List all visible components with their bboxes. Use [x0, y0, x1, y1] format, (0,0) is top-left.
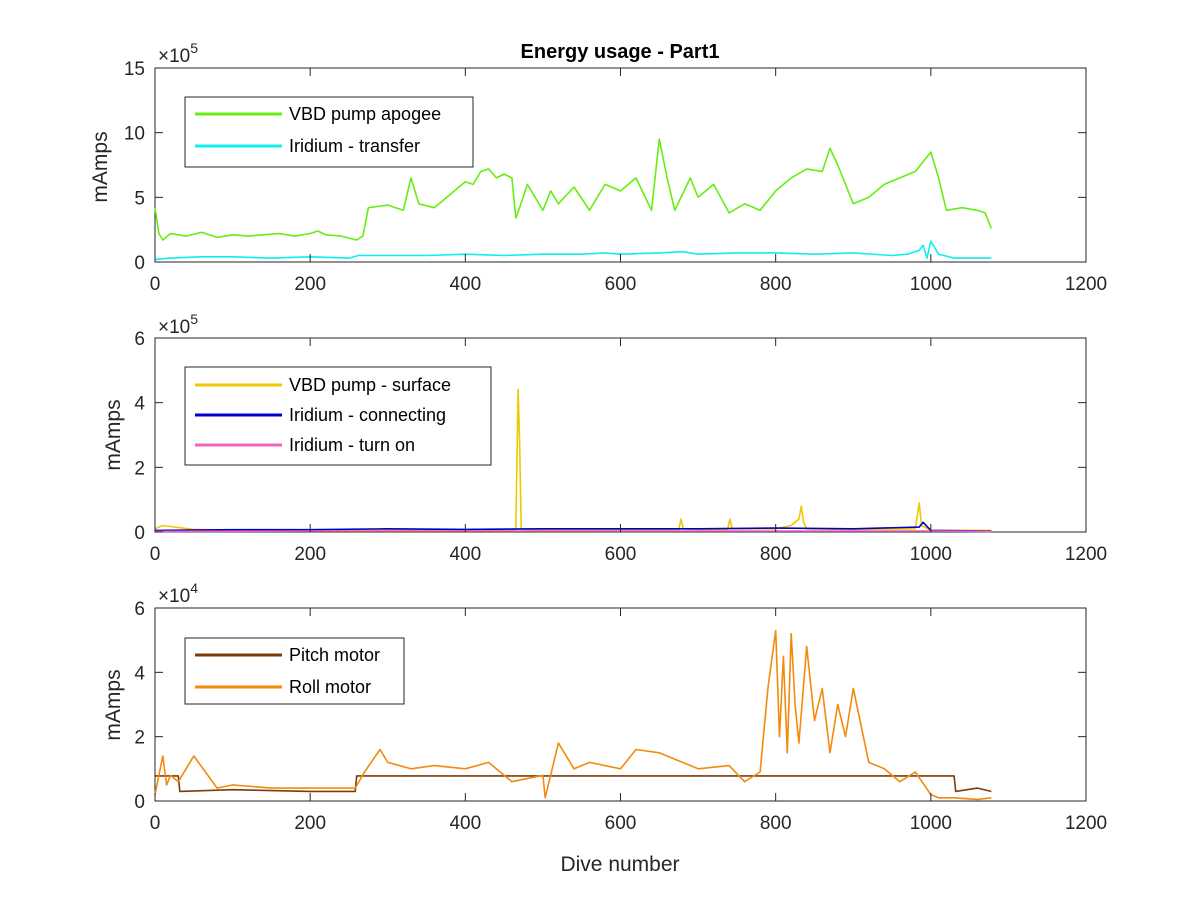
- subplot-2-ylabel: mAmps: [102, 399, 125, 470]
- subplot-1-exponent: ×105: [158, 40, 198, 67]
- x-tick-label: 800: [760, 274, 792, 295]
- subplot-3-exponent: ×104: [158, 580, 198, 607]
- x-tick-label: 0: [150, 544, 161, 565]
- y-tick-label: 5: [134, 188, 145, 209]
- legend-label-roll-motor: Roll motor: [289, 677, 371, 697]
- subplot-1-ylabel: mAmps: [89, 131, 112, 202]
- x-tick-label: 0: [150, 813, 161, 834]
- subplot-3-legend: Pitch motor Roll motor: [184, 637, 405, 705]
- x-tick-label: 0: [150, 274, 161, 295]
- y-tick-label: 0: [134, 523, 145, 544]
- y-tick-label: 15: [124, 59, 145, 80]
- y-tick-label: 4: [134, 663, 145, 684]
- legend-label-iridium-connecting: Iridium - connecting: [289, 405, 446, 425]
- y-tick-label: 2: [134, 728, 145, 749]
- x-tick-label: 400: [449, 274, 481, 295]
- x-tick-label: 1200: [1065, 813, 1107, 834]
- subplot-3: 0 200 400 600 800 1000 1200 0 2 4 6: [134, 599, 1107, 834]
- x-axis-label: Dive number: [560, 853, 679, 876]
- series-line-iridium-connecting: [154, 521, 992, 532]
- subplot-3-ylabel: mAmps: [102, 669, 125, 740]
- series-line-iridium-transfer: [154, 240, 992, 261]
- x-tick-label: 400: [449, 813, 481, 834]
- x-tick-label: 200: [294, 813, 326, 834]
- x-tick-label: 800: [760, 544, 792, 565]
- legend-label-iridium-transfer: Iridium - transfer: [289, 136, 420, 156]
- y-tick-label: 10: [124, 124, 145, 145]
- x-tick-label: 600: [605, 813, 637, 834]
- x-tick-label: 1200: [1065, 544, 1107, 565]
- x-tick-label: 200: [294, 544, 326, 565]
- y-tick-label: 0: [134, 253, 145, 274]
- series-line-roll-motor: [154, 629, 992, 801]
- y-tick-label: 6: [134, 599, 145, 620]
- x-tick-label: 600: [605, 274, 637, 295]
- series-line-vbd-pump-apogee: [154, 138, 993, 241]
- subplot-1-legend: VBD pump apogee Iridium - transfer: [184, 96, 474, 168]
- x-tick-label: 1000: [910, 274, 952, 295]
- chart-title: Energy usage - Part1: [521, 41, 720, 63]
- legend-label-pitch-motor: Pitch motor: [289, 645, 380, 665]
- subplot-1: 0 200 400 600 800 1000 1200 0 5 10 15: [124, 59, 1107, 295]
- x-tick-label: 600: [605, 544, 637, 565]
- y-tick-label: 2: [134, 458, 145, 479]
- x-tick-label: 1000: [910, 544, 952, 565]
- subplot-2-exponent: ×105: [158, 311, 198, 338]
- x-tick-label: 1200: [1065, 274, 1107, 295]
- y-tick-label: 0: [134, 792, 145, 813]
- y-tick-label: 6: [134, 329, 145, 350]
- subplot-2-legend: VBD pump - surface Iridium - connecting …: [184, 366, 492, 466]
- x-tick-label: 1000: [910, 813, 952, 834]
- x-tick-label: 200: [294, 274, 326, 295]
- x-tick-label: 800: [760, 813, 792, 834]
- x-tick-label: 400: [449, 544, 481, 565]
- y-tick-label: 4: [134, 394, 145, 415]
- legend-label-vbd-pump-apogee: VBD pump apogee: [289, 104, 441, 124]
- legend-label-vbd-pump-surface: VBD pump - surface: [289, 375, 451, 395]
- legend-label-iridium-turn-on: Iridium - turn on: [289, 435, 415, 455]
